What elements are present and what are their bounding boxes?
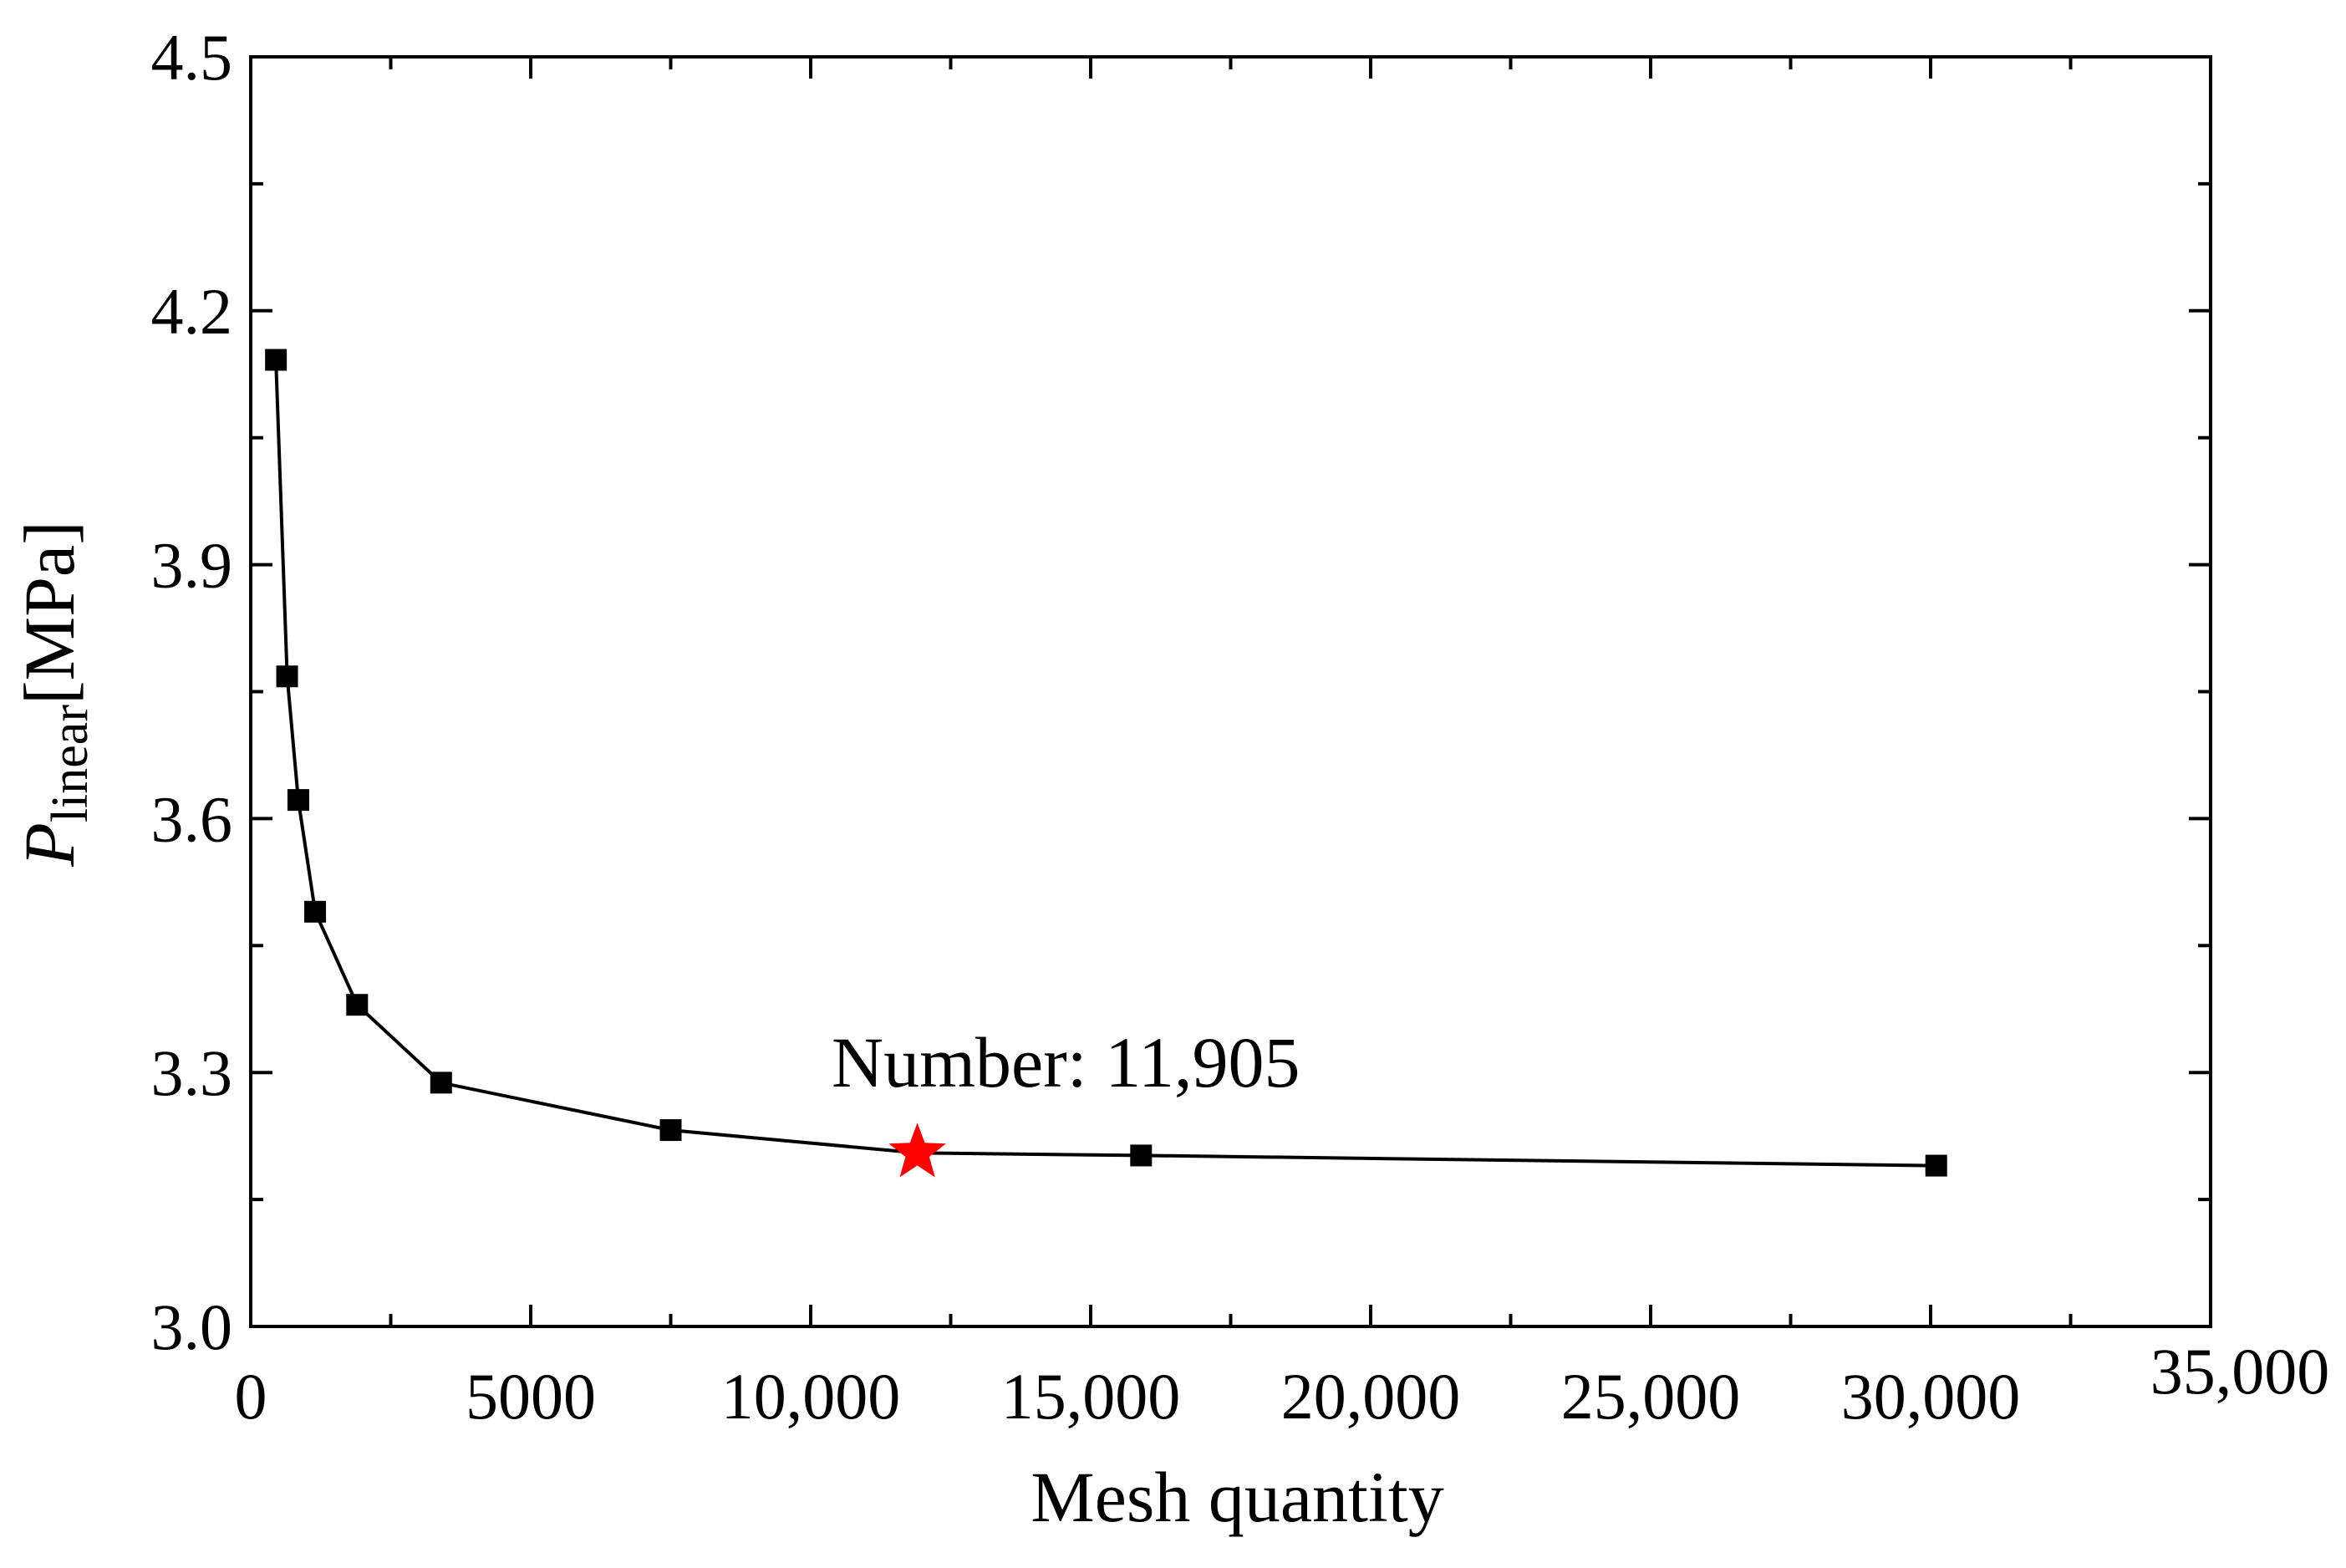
x-tick-label: 25,000 (1561, 1360, 1741, 1433)
x-tick-label: 15,000 (1001, 1360, 1181, 1433)
y-axis-subscript: linear (42, 705, 99, 822)
data-point (287, 789, 309, 812)
series-line (274, 359, 1936, 1168)
annotation-layer: Number: 11,905 (832, 1022, 1300, 1178)
data-point (659, 1119, 682, 1142)
data-point (304, 900, 327, 923)
x-tick-label: 10,000 (721, 1360, 901, 1433)
data-point (430, 1072, 452, 1094)
y-tick-label: 3.9 (151, 529, 233, 602)
series-layer (265, 349, 1947, 1177)
tick-labels-layer: 0 5000 10,000 15,000 20,000 25,000 30,000 35,00… (151, 21, 2330, 1433)
y-tick-label: 3.3 (151, 1036, 233, 1109)
y-tick-label: 3.0 (151, 1291, 233, 1363)
data-point (276, 665, 298, 688)
data-point (265, 349, 288, 371)
x-axis-title: Mesh quantity (1031, 1457, 1443, 1537)
highlight-annotation-label: Number: 11,905 (832, 1022, 1300, 1102)
y-tick-label: 3.6 (151, 782, 233, 855)
y-axis-title: Plinear[MPa] (9, 521, 99, 867)
x-tick-label: 20,000 (1281, 1360, 1461, 1433)
y-tick-label: 4.2 (151, 275, 233, 348)
data-point (1925, 1154, 1947, 1177)
plot-frame (249, 55, 2212, 1328)
y-tick-label: 4.5 (151, 21, 233, 94)
data-point (346, 994, 369, 1016)
highlight-star-marker (888, 1123, 946, 1178)
x-tick-label: 0 (235, 1360, 267, 1433)
data-point (1130, 1144, 1153, 1167)
y-axis-unit: [MPa] (9, 521, 89, 705)
x-tick-label: 30,000 (1841, 1360, 2021, 1433)
y-axis-symbol: P (9, 822, 89, 868)
x-tick-label: 5000 (466, 1360, 596, 1433)
ticks-layer (249, 55, 2212, 1328)
x-tick-label: 35,000 (2150, 1335, 2330, 1408)
